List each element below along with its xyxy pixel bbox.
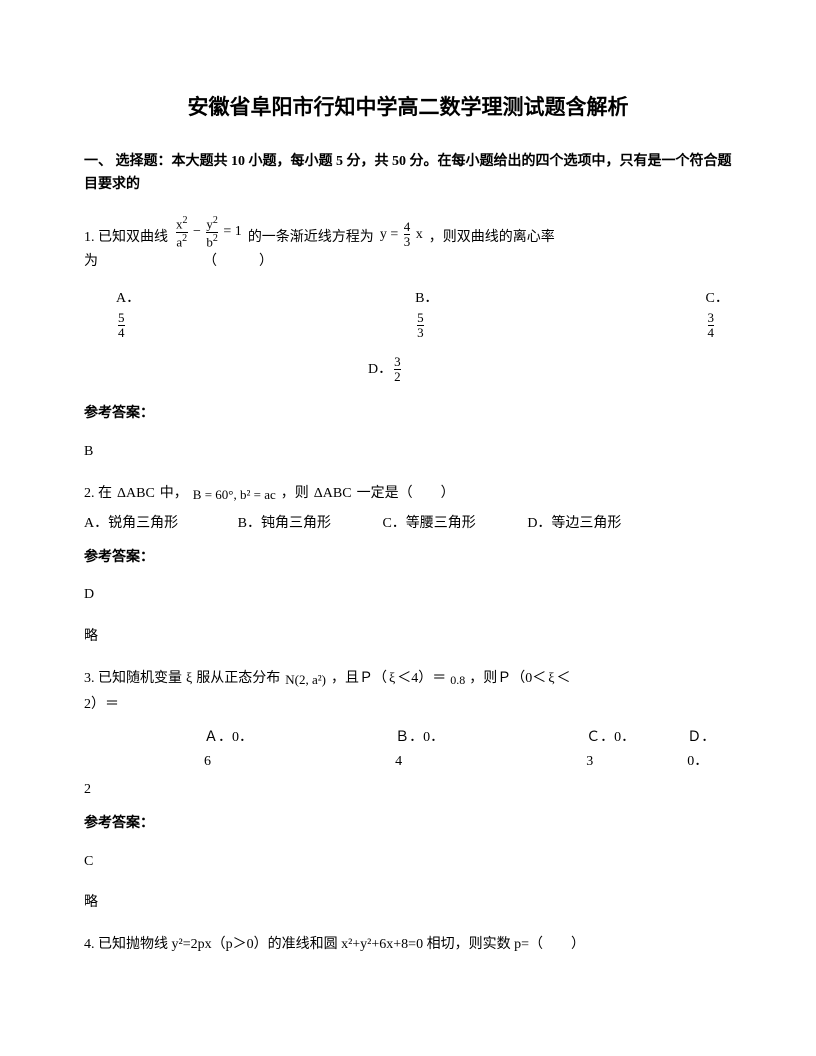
q1-option-d: D．32 bbox=[368, 355, 403, 385]
q2-options: A．锐角三角形 B．钝角三角形 C．等腰三角形 D．等边三角形 bbox=[84, 512, 732, 536]
section-heading: 一、 选择题：本大题共 10 小题，每小题 5 分，共 50 分。在每小题给出的… bbox=[84, 150, 732, 198]
q3-note: 略 bbox=[84, 891, 732, 915]
q3-prefix: 3. 已知随机变量 bbox=[84, 667, 182, 691]
q3-answer: C bbox=[84, 850, 732, 874]
q2-prefix: 2. 在 bbox=[84, 482, 112, 506]
q1-prefix: 1. 已知双曲线 bbox=[84, 226, 168, 250]
q2-note: 略 bbox=[84, 625, 732, 649]
q1-option-a: A．54 bbox=[116, 287, 143, 340]
q1-mid2: ，则双曲线的离心率 bbox=[429, 226, 555, 250]
q2-triangle-2: ΔABC bbox=[314, 482, 352, 506]
q1-option-c: C．34 bbox=[706, 287, 732, 340]
q3-option-b: Ｂ．0．4 bbox=[395, 726, 446, 774]
q3-answer-label: 参考答案： bbox=[84, 812, 732, 836]
question-4: 4. 已知抛物线 y²=2px（p＞0）的准线和圆 x²+y²+6x+8=0 相… bbox=[84, 933, 732, 957]
q3-options: Ａ．0．6 Ｂ．0．4 Ｃ．0．3 Ｄ．0． bbox=[84, 726, 732, 774]
q3-option-d: Ｄ．0． bbox=[687, 726, 732, 774]
q2-answer: D bbox=[84, 583, 732, 607]
q1-equation-1: x2a2 − y2b2 = 1 bbox=[174, 215, 242, 249]
question-1: 1. 已知双曲线 x2a2 − y2b2 = 1 的一条渐近线方程为 y = 4… bbox=[84, 215, 732, 273]
q3-val1: 0.8 bbox=[450, 670, 465, 690]
q1-option-b: B．53 bbox=[415, 287, 441, 340]
q1-answer: B bbox=[84, 440, 732, 464]
q3-option-d-wrap: 2 bbox=[84, 778, 732, 802]
q3-dist: N(2, a²) bbox=[285, 669, 326, 691]
q3-xi-1: ξ bbox=[186, 667, 192, 691]
q2-option-c: C．等腰三角形 bbox=[382, 512, 475, 536]
q3-mid1: 服从正态分布 bbox=[196, 667, 280, 691]
question-3: 3. 已知随机变量 ξ 服从正态分布 N(2, a²) ，且Ｐ（ ξ ＜4）＝ … bbox=[84, 667, 732, 802]
q3-xi-2: ξ bbox=[389, 667, 395, 691]
q3-mid2: ，且Ｐ（ bbox=[331, 667, 387, 691]
q2-option-a: A．锐角三角形 bbox=[84, 512, 178, 536]
q4-text: 4. 已知抛物线 y²=2px（p＞0）的准线和圆 x²+y²+6x+8=0 相… bbox=[84, 937, 585, 952]
q2-mid3: 一定是（ ） bbox=[357, 482, 455, 506]
q2-option-d: D．等边三角形 bbox=[527, 512, 621, 536]
q1-equation-2: y = 43 x bbox=[380, 220, 423, 250]
q1-answer-label: 参考答案： bbox=[84, 402, 732, 426]
q3-cond2: ＜ bbox=[556, 667, 570, 691]
q3-option-c: Ｃ．0．3 bbox=[586, 726, 637, 774]
q3-option-a: Ａ．0．6 bbox=[204, 726, 255, 774]
q3-cond1: ＜4）＝ bbox=[397, 667, 446, 691]
q2-mid1: 中， bbox=[160, 482, 188, 506]
q3-xi-3: ξ bbox=[548, 667, 554, 691]
q1-mid1: 的一条渐近线方程为 bbox=[248, 226, 374, 250]
q2-option-b: B．钝角三角形 bbox=[238, 512, 331, 536]
q3-line2: 2）＝ bbox=[84, 693, 732, 717]
q2-condition: B = 60°, b² = ac bbox=[193, 484, 276, 506]
question-2: 2. 在 ΔABC 中， B = 60°, b² = ac ，则 ΔABC 一定… bbox=[84, 482, 732, 536]
page-title: 安徽省阜阳市行知中学高二数学理测试题含解析 bbox=[84, 90, 732, 126]
q1-options-d: D．32 bbox=[84, 355, 732, 385]
q1-line2: 为 （ ） bbox=[84, 250, 732, 274]
q2-triangle-1: ΔABC bbox=[117, 482, 155, 506]
q2-mid2: ，则 bbox=[281, 482, 309, 506]
q2-answer-label: 参考答案： bbox=[84, 546, 732, 570]
q3-mid3: ，则Ｐ（0＜ bbox=[469, 667, 546, 691]
q1-options-abc: A．54 B．53 C．34 bbox=[84, 287, 732, 340]
